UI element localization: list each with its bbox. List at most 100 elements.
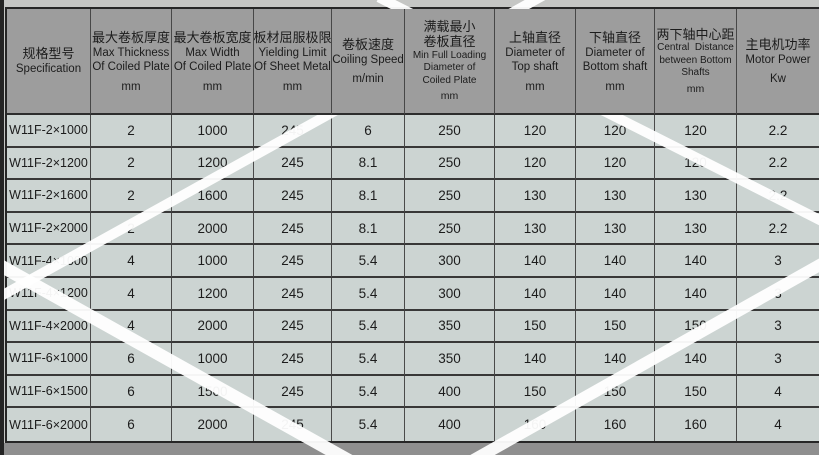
header-line-en: Of Coiled Plate <box>173 61 252 73</box>
header-line-unit: mm <box>686 82 705 95</box>
value-cell: 8.1 <box>332 212 405 246</box>
header-line-zh: 主电机功率 <box>745 36 811 52</box>
value-cell: 250 <box>405 180 495 213</box>
header-line-zh: 最大卷板宽度 <box>173 29 252 45</box>
header-line-en: Max Width <box>185 46 240 59</box>
model-cell: W11F-2×2000 <box>7 212 91 246</box>
header-line-unit: Kw <box>770 73 786 86</box>
model-cell: W11F-6×1000 <box>7 343 91 376</box>
value-cell: 130 <box>495 212 576 246</box>
value-cell: 8.1 <box>332 180 405 213</box>
value-cell: 140 <box>576 277 655 311</box>
header-line-en: Of Coiled Plate <box>92 61 170 73</box>
header-line-zh: 规格型号 <box>22 46 75 62</box>
value-cell: 4 <box>737 408 819 441</box>
header-line-en: Yielding Limit <box>258 46 327 59</box>
value-cell: 4 <box>91 245 172 278</box>
header-line-unit: mm <box>282 80 303 93</box>
header-line-unit: m/min <box>352 73 384 86</box>
model-cell: W11F-2×1000 <box>7 115 91 148</box>
header-line-zh: 板材屈服极限 <box>254 29 332 45</box>
value-cell: 140 <box>576 245 655 278</box>
value-cell: 130 <box>576 212 655 246</box>
value-cell: 2.2 <box>737 147 819 181</box>
value-cell: 1000 <box>172 245 254 278</box>
left-edge <box>0 0 4 455</box>
value-cell: 4 <box>91 277 172 311</box>
value-cell: 5.4 <box>332 343 405 376</box>
value-cell: 4 <box>737 375 819 409</box>
value-cell: 2000 <box>172 310 254 344</box>
column-header-motor-power: 主电机功率 Motor Power Kw <box>737 9 819 115</box>
value-cell: 245 <box>254 180 332 213</box>
model-cell: W11F-2×1200 <box>7 147 91 181</box>
value-cell: 160 <box>576 408 655 441</box>
value-cell: 160 <box>655 408 737 441</box>
header-line-unit: mm <box>202 80 223 93</box>
value-cell: 6 <box>332 115 405 148</box>
value-cell: 245 <box>254 375 332 409</box>
header-line-zh: 满载最小 <box>423 18 476 34</box>
header-line-unit: mm <box>525 80 545 93</box>
column-header-yielding-limit: 板材屈服极限 Yielding Limit Of Sheet Metal mm <box>254 9 332 115</box>
value-cell: 1000 <box>172 115 254 148</box>
value-cell: 120 <box>495 115 576 148</box>
header-line-en: Coiling Speed <box>332 53 404 66</box>
value-cell: 350 <box>405 310 495 344</box>
value-cell: 140 <box>495 343 576 376</box>
value-cell: 2000 <box>172 408 254 441</box>
header-line-en: Bottom shaft <box>582 61 648 73</box>
value-cell: 130 <box>495 180 576 213</box>
value-cell: 5.4 <box>332 408 405 441</box>
value-cell: 1200 <box>172 277 254 311</box>
value-cell: 245 <box>254 212 332 246</box>
value-cell: 300 <box>405 245 495 278</box>
value-cell: 5.4 <box>332 375 405 409</box>
header-line-zh: 下轴直径 <box>588 29 641 45</box>
header-line-zh: 上轴直径 <box>508 29 561 45</box>
header-line-zh: 两下轴中心距 <box>656 26 735 42</box>
value-cell: 300 <box>405 277 495 311</box>
model-cell: W11F-6×2000 <box>7 408 91 441</box>
value-cell: 245 <box>254 245 332 278</box>
value-cell: 2000 <box>172 212 254 246</box>
value-cell: 6 <box>91 408 172 441</box>
header-line-en: Diameter of <box>505 46 565 59</box>
bottom-strip <box>0 443 819 455</box>
value-cell: 350 <box>405 343 495 376</box>
value-cell: 5.4 <box>332 310 405 344</box>
value-cell: 250 <box>405 212 495 246</box>
header-line-zh: 最大卷板厚度 <box>91 29 170 45</box>
header-line-en: between Bottom <box>659 54 732 66</box>
value-cell: 6 <box>91 375 172 409</box>
value-cell: 120 <box>495 147 576 181</box>
value-cell: 5.4 <box>332 245 405 278</box>
value-cell: 3 <box>737 310 819 344</box>
value-cell: 130 <box>655 212 737 246</box>
header-line-unit: mm <box>121 80 141 93</box>
header-line-en: Diameter of <box>423 62 476 74</box>
header-line-en: Top shaft <box>511 61 559 73</box>
column-header-bottom-shaft-diameter: 下轴直径 Diameter of Bottom shaft mm <box>576 9 655 115</box>
value-cell: 400 <box>405 375 495 409</box>
value-cell: 3 <box>737 343 819 376</box>
header-line-unit: mm <box>440 90 459 103</box>
value-cell: 150 <box>655 375 737 409</box>
value-cell: 140 <box>495 277 576 311</box>
column-header-max-thickness: 最大卷板厚度 Max Thickness Of Coiled Plate mm <box>91 9 172 115</box>
value-cell: 2 <box>91 115 172 148</box>
value-cell: 130 <box>576 180 655 213</box>
header-line-zh: 卷板直径 <box>423 34 476 50</box>
value-cell: 140 <box>495 245 576 278</box>
value-cell: 140 <box>655 343 737 376</box>
value-cell: 250 <box>405 147 495 181</box>
value-cell: 150 <box>495 310 576 344</box>
value-cell: 245 <box>254 343 332 376</box>
column-header-max-width: 最大卷板宽度 Max Width Of Coiled Plate mm <box>172 9 254 115</box>
value-cell: 2.2 <box>737 212 819 246</box>
header-line-en: Of Sheet Metal <box>254 61 331 73</box>
model-cell: W11F-2×1600 <box>7 180 91 213</box>
model-cell: W11F-6×1500 <box>7 375 91 409</box>
value-cell: 150 <box>576 310 655 344</box>
